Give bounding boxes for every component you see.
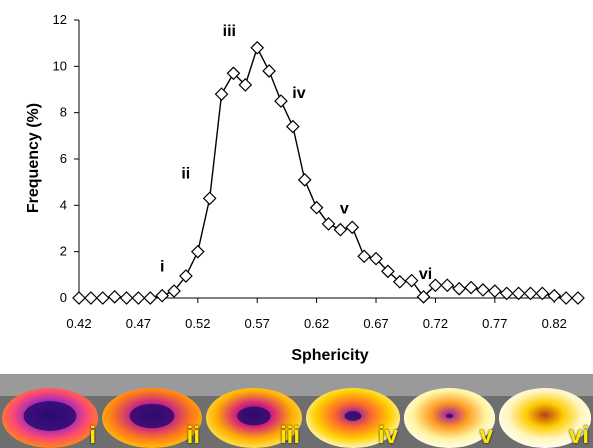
data-point (523, 286, 538, 301)
data-point (214, 87, 229, 101)
data-point (428, 278, 443, 293)
data-point (84, 291, 98, 305)
data-point (95, 291, 110, 305)
x-tick-label: 0.52 (185, 316, 210, 331)
data-point (416, 289, 431, 304)
data-point (345, 220, 360, 235)
y-tick-label: 4 (60, 197, 67, 212)
x-tick-label: 0.57 (245, 316, 270, 331)
shape-render-iv (304, 374, 402, 448)
x-tick-label: 0.67 (363, 316, 388, 331)
data-point (167, 284, 181, 298)
data-point (464, 280, 478, 295)
shape-panel-label: vi (568, 422, 589, 448)
x-axis-title: Sphericity (291, 347, 368, 364)
x-tick-label: 0.72 (423, 316, 448, 331)
shape-panel-label: v (479, 422, 493, 448)
data-point (179, 269, 193, 283)
shape-panel-v: v (402, 374, 497, 448)
data-point (309, 200, 324, 215)
data-point (131, 291, 146, 305)
data-point (333, 222, 348, 237)
shape-panel-iv: iv (304, 374, 402, 448)
data-point (72, 291, 86, 305)
shape-panel-label: ii (186, 422, 200, 448)
annotation-ii: ii (181, 165, 190, 182)
shape-panel-label: iii (279, 422, 300, 448)
shape-panel-vi: vi (497, 374, 593, 448)
shape-render-i (0, 374, 100, 448)
frequency-line (79, 45, 578, 299)
shape-panel-label: i (89, 422, 96, 448)
data-point (107, 289, 122, 304)
data-point (274, 94, 288, 108)
data-point (202, 191, 217, 206)
shape-panel-label: iv (377, 422, 398, 448)
shape-render-vi (497, 374, 593, 448)
data-point (487, 284, 502, 298)
annotation-v: v (340, 201, 349, 218)
chart-axes (78, 20, 578, 299)
shape-panel-iii: iii (204, 374, 304, 448)
data-point (297, 173, 312, 187)
data-point (119, 291, 134, 305)
shape-panel-ii: ii (100, 374, 204, 448)
data-point (440, 278, 455, 293)
data-point (499, 286, 514, 301)
shape-render-ii (100, 374, 204, 448)
y-axis-title: Frequency (%) (25, 103, 42, 213)
shape-render-v (402, 374, 497, 448)
x-tick-label: 0.62 (304, 316, 329, 331)
shape-panel-i: i (0, 374, 100, 448)
data-point (286, 119, 300, 134)
frequency-markers (72, 40, 585, 305)
annotation-i: i (160, 259, 164, 276)
shape-image-strip: i ii iii iv v vi (0, 374, 593, 448)
x-axis-ticks: 0.42 0.47 0.52 0.57 0.62 0.67 0.72 0.77 0.82 (66, 298, 567, 331)
data-point (250, 40, 265, 55)
data-point (559, 291, 573, 305)
data-point (511, 286, 526, 301)
y-axis-ticks: 0 2 4 6 8 10 12 (53, 12, 79, 305)
data-point (571, 291, 585, 305)
data-point (404, 273, 419, 288)
data-point (155, 288, 170, 303)
data-point (392, 274, 407, 289)
data-point (226, 66, 241, 81)
y-tick-label: 8 (60, 105, 67, 120)
y-tick-label: 12 (53, 12, 67, 27)
data-point (357, 249, 371, 264)
data-point (452, 281, 467, 296)
annotation-iii: iii (223, 23, 236, 40)
annotation-vi: vi (419, 266, 432, 283)
data-point (190, 244, 205, 259)
y-tick-label: 0 (60, 290, 67, 305)
y-tick-label: 2 (60, 244, 67, 259)
y-tick-label: 6 (60, 151, 67, 166)
y-tick-label: 10 (53, 58, 67, 73)
data-point (369, 251, 383, 266)
x-tick-label: 0.42 (66, 316, 91, 331)
data-point (143, 291, 158, 305)
annotation-iv: iv (292, 85, 305, 102)
data-point (547, 288, 562, 303)
data-point (262, 64, 276, 78)
x-tick-label: 0.47 (126, 316, 151, 331)
data-point (238, 78, 253, 92)
shape-render-iii (204, 374, 304, 448)
data-point (476, 283, 490, 297)
data-point (381, 264, 395, 279)
data-point (321, 217, 336, 231)
x-tick-label: 0.77 (482, 316, 507, 331)
x-tick-label: 0.82 (542, 316, 567, 331)
data-point (535, 286, 550, 301)
